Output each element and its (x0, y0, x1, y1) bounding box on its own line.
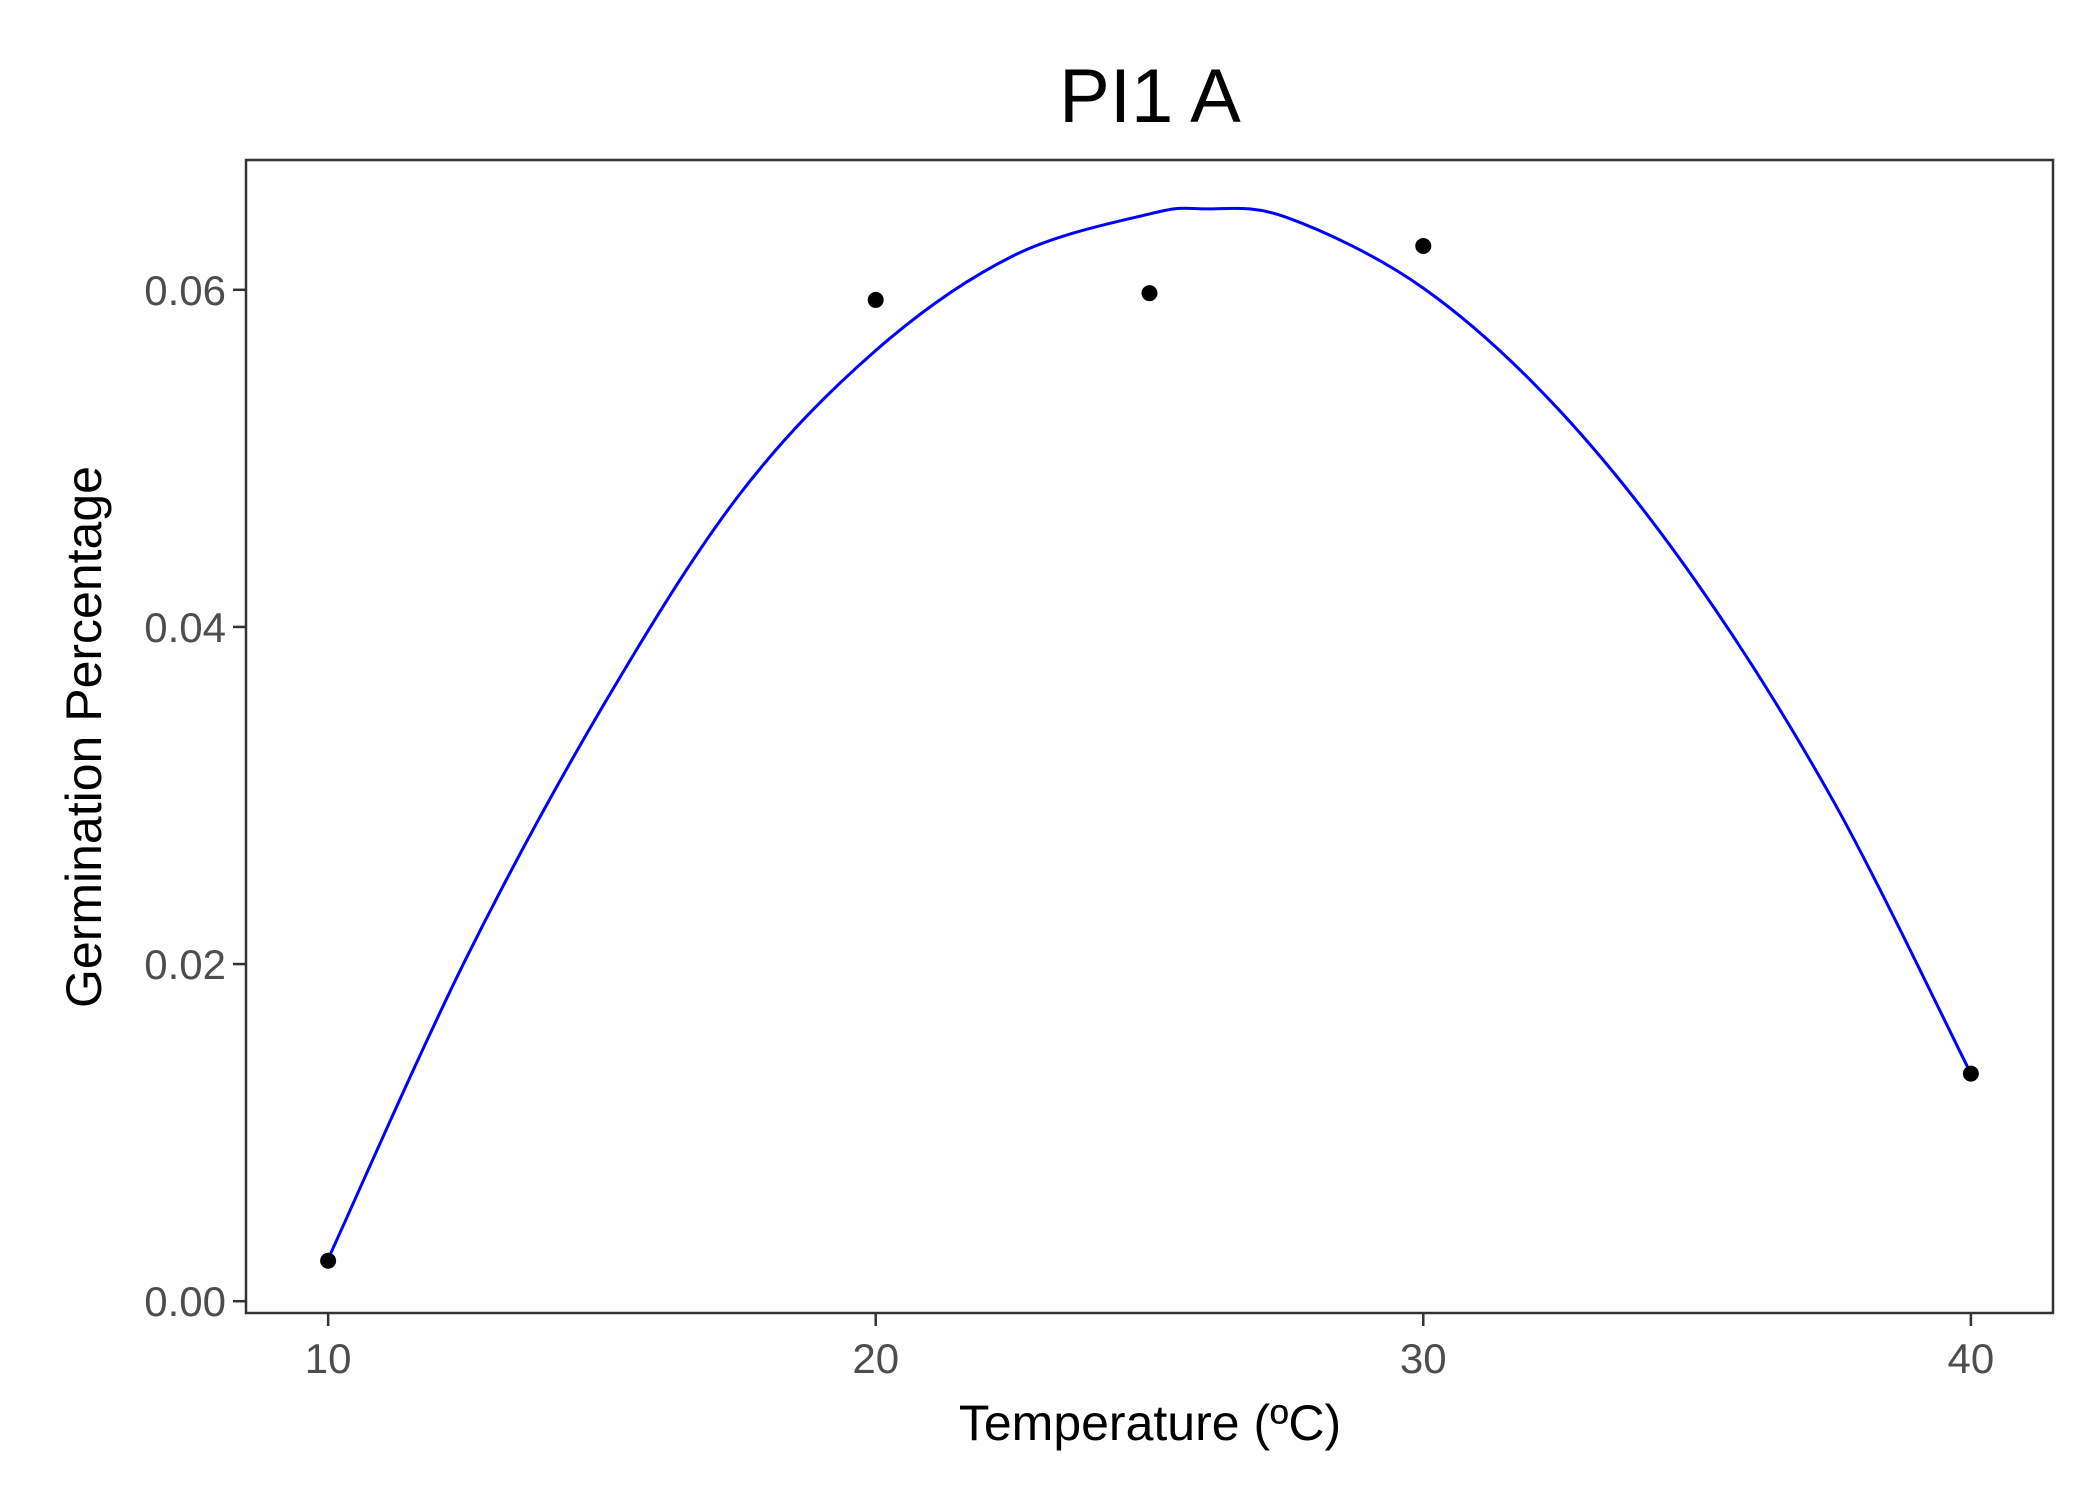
y-tick-label: 0.02 (144, 941, 226, 988)
y-tick-label: 0.04 (144, 604, 226, 651)
plot-panel (244, 158, 2055, 1315)
x-axis-label: Temperature (ºC) (959, 1395, 1341, 1451)
fit-curve-line (326, 206, 1973, 1260)
data-point (867, 291, 884, 308)
x-tick-label: 20 (852, 1335, 899, 1382)
y-axis: 0.00 0.02 0.04 0.06 (144, 267, 246, 1325)
data-point (1415, 237, 1432, 254)
x-axis: 10 20 30 40 (305, 1313, 1994, 1382)
x-tick-label: 10 (305, 1335, 352, 1382)
data-point (1141, 285, 1158, 302)
y-tick-label: 0.00 (144, 1278, 226, 1325)
y-tick-label: 0.06 (144, 267, 226, 314)
x-tick-label: 30 (1400, 1335, 1447, 1382)
x-tick-label: 40 (1948, 1335, 1995, 1382)
data-points (320, 237, 1979, 1269)
chart-title: PI1 A (1059, 54, 1241, 139)
y-axis-label: Germination Percentage (56, 466, 112, 1008)
data-point (1962, 1065, 1979, 1082)
data-point (320, 1252, 337, 1269)
